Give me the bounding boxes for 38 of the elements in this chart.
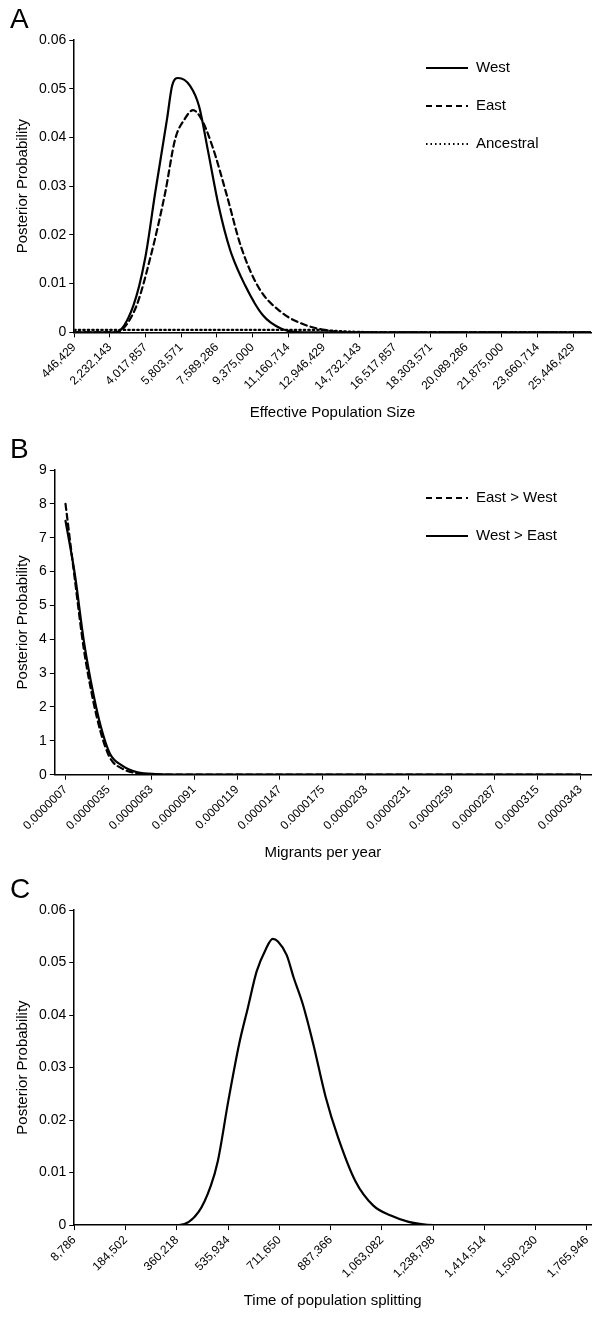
y-tick-label: 3 xyxy=(38,664,47,680)
y-tick-label: 0 xyxy=(38,765,47,782)
x-axis-title: Time of population splitting xyxy=(243,1291,422,1309)
y-tick-label: 0 xyxy=(58,1215,67,1232)
y-tick-label: 0.01 xyxy=(39,1163,67,1180)
y-tick-label: 0.06 xyxy=(39,30,67,47)
y-tick-label: 0.04 xyxy=(39,1005,67,1022)
legend-label: East > West xyxy=(476,488,558,506)
y-axis-title: Posterior Probability xyxy=(13,554,31,690)
y-tick-label: 0.02 xyxy=(39,225,67,242)
legend-label: West xyxy=(476,58,511,76)
y-tick-label: 0 xyxy=(58,323,67,340)
y-tick-label: 0.04 xyxy=(39,128,67,145)
x-axis-title: Migrants per year xyxy=(264,843,382,861)
y-tick-label: 1 xyxy=(38,731,47,748)
text: B xyxy=(10,432,29,464)
y-axis-title: Posterior Probability xyxy=(13,118,31,254)
y-axis-title: Posterior Probability xyxy=(13,999,31,1135)
y-tick-label: 2 xyxy=(38,697,47,714)
text: A xyxy=(10,2,29,34)
y-tick-label: 0.01 xyxy=(39,274,67,291)
y-tick-label: 4 xyxy=(38,630,47,647)
y-tick-label: 0.03 xyxy=(39,177,67,194)
y-tick-label: 0.05 xyxy=(39,953,67,970)
y-tick-label: 9 xyxy=(38,460,47,477)
y-tick-label: 0.05 xyxy=(39,79,67,96)
y-tick-label: 6 xyxy=(38,562,47,579)
legend-label: Ancestral xyxy=(476,134,539,152)
y-tick-label: 5 xyxy=(38,596,47,613)
y-tick-label: 0.02 xyxy=(39,1110,67,1127)
legend-label: East xyxy=(476,96,507,114)
x-axis-title: Effective Population Size xyxy=(249,403,416,421)
y-tick-label: 8 xyxy=(38,494,47,511)
y-tick-label: 0.06 xyxy=(39,900,67,917)
legend-label: West > East xyxy=(476,526,558,544)
y-tick-label: 0.03 xyxy=(39,1058,67,1075)
text: C xyxy=(10,872,31,904)
y-tick-label: 7 xyxy=(38,528,47,545)
